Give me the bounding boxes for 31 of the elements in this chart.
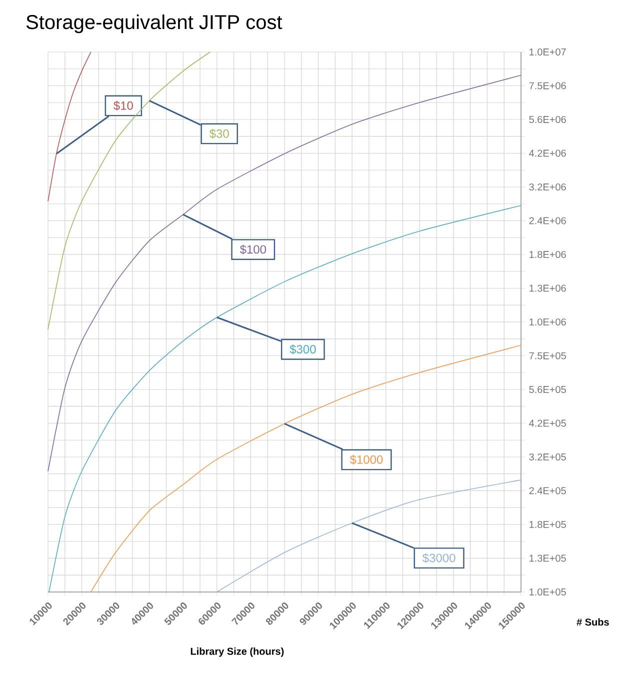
chart-title: Storage-equivalent JITP cost (26, 14, 282, 34)
y-tick-label: 5.6E+05 (529, 386, 566, 394)
text: $1000 (350, 454, 383, 465)
text: $100 (240, 244, 266, 254)
y-tick-label: 2.4E+05 (529, 487, 566, 494)
line-series (90, 344, 522, 592)
y-tick-label: 3.2E+06 (529, 183, 566, 191)
line-series (216, 480, 522, 592)
y-tick-label: 1.0E+07 (530, 48, 566, 56)
y-tick-label: 1.0E+05 (530, 588, 566, 596)
x-axis-title: Library Size (hours) (190, 648, 284, 657)
text: $3000 (422, 553, 456, 563)
y-tick-label: 1.3E+05 (530, 554, 566, 562)
y-tick-label: 1.8E+06 (530, 250, 566, 258)
line-series (48, 74, 522, 472)
y-tick-label: 4.2E+06 (529, 150, 566, 157)
y-tick-label: 4.2E+05 (529, 420, 566, 427)
y-tick-label: 1.8E+05 (530, 520, 566, 528)
line-series (48, 52, 211, 330)
text: $10 (114, 100, 133, 111)
y-tick-label: 7.5E+06 (529, 82, 566, 90)
y-axis-title: # Subs (576, 618, 609, 626)
y-tick-label: 5.6E+06 (529, 116, 566, 124)
y-tick-label: 2.4E+06 (529, 217, 566, 224)
text: $30 (209, 128, 229, 139)
y-tick-label: 1.0E+06 (530, 318, 566, 326)
y-tick-label: 1.3E+06 (530, 284, 566, 292)
text: $300 (290, 344, 316, 354)
y-tick-label: 3.2E+05 (529, 453, 566, 461)
line-series (48, 52, 92, 202)
y-tick-label: 7.5E+05 (529, 352, 566, 360)
